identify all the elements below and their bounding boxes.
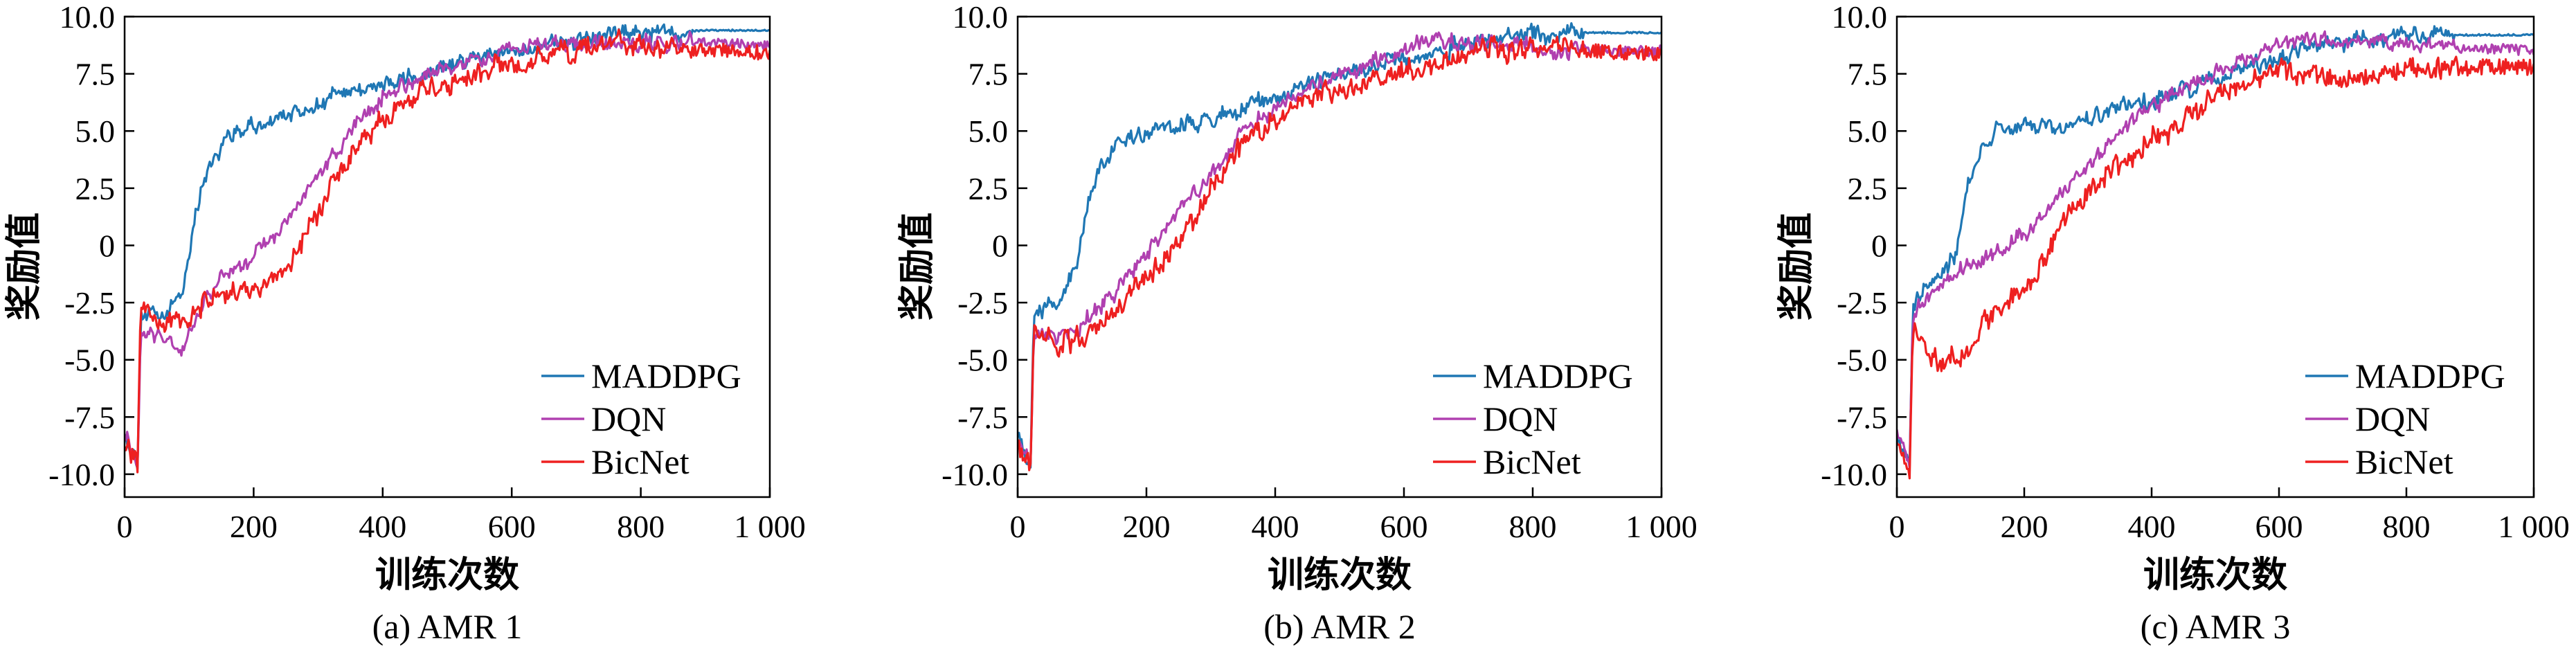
x-tick-label: 1 000 — [734, 509, 806, 544]
plot-frame — [123, 15, 771, 498]
y-axis-title: 奖励值 — [3, 213, 45, 321]
y-tick-label: 5.0 — [1848, 114, 1888, 149]
series-line-dqn — [1897, 30, 2534, 469]
y-axis-title: 奖励值 — [1776, 213, 1817, 321]
x-tick-label: 600 — [488, 509, 536, 544]
x-tick-label: 600 — [2255, 509, 2303, 544]
x-tick-label: 1 000 — [2498, 509, 2570, 544]
legend-label-dqn: DQN — [1483, 399, 1558, 438]
series-line-bicnet — [1897, 55, 2534, 480]
plot-frame — [1895, 15, 2535, 498]
y-tick-label: -5.0 — [64, 343, 115, 378]
panel-caption: (c) AMR 3 — [2141, 607, 2291, 646]
y-tick-label: -7.5 — [1837, 399, 1887, 435]
y-tick-label: -10.0 — [1821, 457, 1887, 492]
series-line-bicnet — [125, 28, 770, 474]
x-tick-label: 200 — [230, 509, 278, 544]
panel-caption: (b) AMR 2 — [1263, 607, 1415, 646]
x-tick-label: 400 — [359, 509, 406, 544]
x-axis-title: 训练次数 — [1268, 555, 1412, 596]
y-tick-label: 0 — [99, 228, 115, 263]
chart-panel-3: 10.07.55.02.50-2.5-5.0-7.5-10.00 200 400 60… — [1776, 0, 2570, 646]
chart-panel-2: 10.07.55.02.50-2.5-5.0-7.5-10.00 200 400 60… — [897, 0, 1697, 646]
legend: MADDPG DQN BicNet — [2305, 357, 2505, 481]
legend-label-maddpg: MADDPG — [1483, 357, 1633, 395]
legend-label-maddpg: MADDPG — [591, 357, 741, 395]
x-tick-label: 0 — [1010, 509, 1026, 544]
legend-label-bicnet: BicNet — [591, 442, 690, 481]
y-tick-label: -2.5 — [64, 285, 115, 321]
series-line-dqn — [1018, 31, 1661, 467]
legend: MADDPG DQN BicNet — [541, 357, 741, 481]
x-axis-title: 训练次数 — [375, 555, 519, 596]
x-tick-label: 0 — [117, 509, 133, 544]
legend-label-bicnet: BicNet — [2355, 442, 2453, 481]
chart-panel-1: 10.07.55.02.50-2.5-5.0-7.5-10.00 200 400 60… — [3, 0, 806, 646]
panel-caption: (a) AMR 1 — [372, 607, 523, 646]
y-tick-label: -5.0 — [957, 343, 1008, 378]
y-tick-label: 0 — [1871, 228, 1887, 263]
plot-frame — [1016, 15, 1663, 498]
legend-label-dqn: DQN — [591, 399, 666, 438]
y-tick-label: 2.5 — [75, 171, 116, 206]
x-tick-label: 200 — [1123, 509, 1171, 544]
x-tick-label: 800 — [1509, 509, 1557, 544]
y-tick-label: 7.5 — [75, 57, 116, 92]
legend-label-dqn: DQN — [2355, 399, 2430, 438]
y-tick-label: 5.0 — [75, 114, 116, 149]
y-tick-label: 0 — [992, 228, 1008, 263]
y-tick-label: -2.5 — [957, 285, 1008, 321]
y-axis-title: 奖励值 — [897, 213, 938, 321]
x-tick-label: 800 — [2383, 509, 2431, 544]
y-tick-label: -10.0 — [48, 457, 115, 492]
series-line-bicnet — [1018, 35, 1661, 471]
x-tick-label: 1 000 — [1625, 509, 1697, 544]
series-line-dqn — [125, 30, 770, 467]
y-tick-label: -7.5 — [957, 399, 1008, 435]
y-tick-label: 7.5 — [969, 57, 1009, 92]
x-tick-label: 200 — [2001, 509, 2048, 544]
y-tick-label: -2.5 — [1837, 285, 1887, 321]
legend-label-bicnet: BicNet — [1483, 442, 1581, 481]
y-tick-label: -5.0 — [1837, 343, 1887, 378]
legend-label-maddpg: MADDPG — [2355, 357, 2505, 395]
x-tick-label: 400 — [2128, 509, 2176, 544]
x-axis-title: 训练次数 — [2143, 555, 2287, 596]
y-tick-label: 10.0 — [953, 0, 1009, 35]
y-tick-label: 10.0 — [60, 0, 116, 35]
x-tick-label: 0 — [1889, 509, 1905, 544]
x-tick-label: 600 — [1380, 509, 1428, 544]
y-tick-label: 2.5 — [969, 171, 1009, 206]
legend: MADDPG DQN BicNet — [1433, 357, 1633, 481]
y-tick-label: 10.0 — [1832, 0, 1888, 35]
y-tick-label: 5.0 — [969, 114, 1009, 149]
y-tick-label: -7.5 — [64, 399, 115, 435]
x-tick-label: 800 — [617, 509, 665, 544]
y-tick-label: -10.0 — [942, 457, 1008, 492]
series-line-maddpg — [1897, 25, 2534, 466]
x-tick-label: 400 — [1252, 509, 1299, 544]
y-tick-label: 2.5 — [1848, 171, 1888, 206]
y-tick-label: 7.5 — [1848, 57, 1888, 92]
